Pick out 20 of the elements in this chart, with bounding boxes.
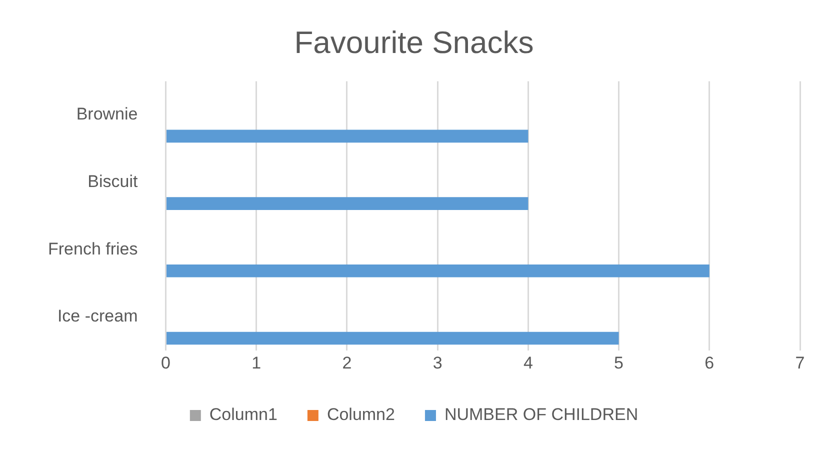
y-tick-label: French fries: [48, 239, 138, 258]
bar: [166, 130, 528, 143]
y-tick-label: Biscuit: [88, 172, 138, 191]
y-tick-label: Brownie: [76, 104, 138, 124]
x-tick-label: 0: [161, 353, 170, 372]
legend-label: Column2: [326, 405, 395, 424]
x-tick-label: 5: [614, 353, 624, 372]
x-tick-label: 6: [704, 353, 714, 372]
legend-label: Column1: [209, 405, 278, 424]
x-tick-label: 3: [432, 353, 442, 372]
bar: [166, 197, 528, 210]
x-tick-label: 4: [523, 353, 533, 372]
bar: [166, 332, 619, 345]
bar: [166, 264, 710, 278]
chart-title: Favourite Snacks: [294, 25, 534, 60]
x-tick-label: 2: [342, 353, 352, 372]
x-tick-label: 1: [252, 353, 262, 372]
x-tick-label: 7: [795, 353, 805, 372]
legend-label: NUMBER OF CHILDREN: [444, 405, 638, 424]
y-tick-label: Ice -cream: [57, 306, 138, 326]
